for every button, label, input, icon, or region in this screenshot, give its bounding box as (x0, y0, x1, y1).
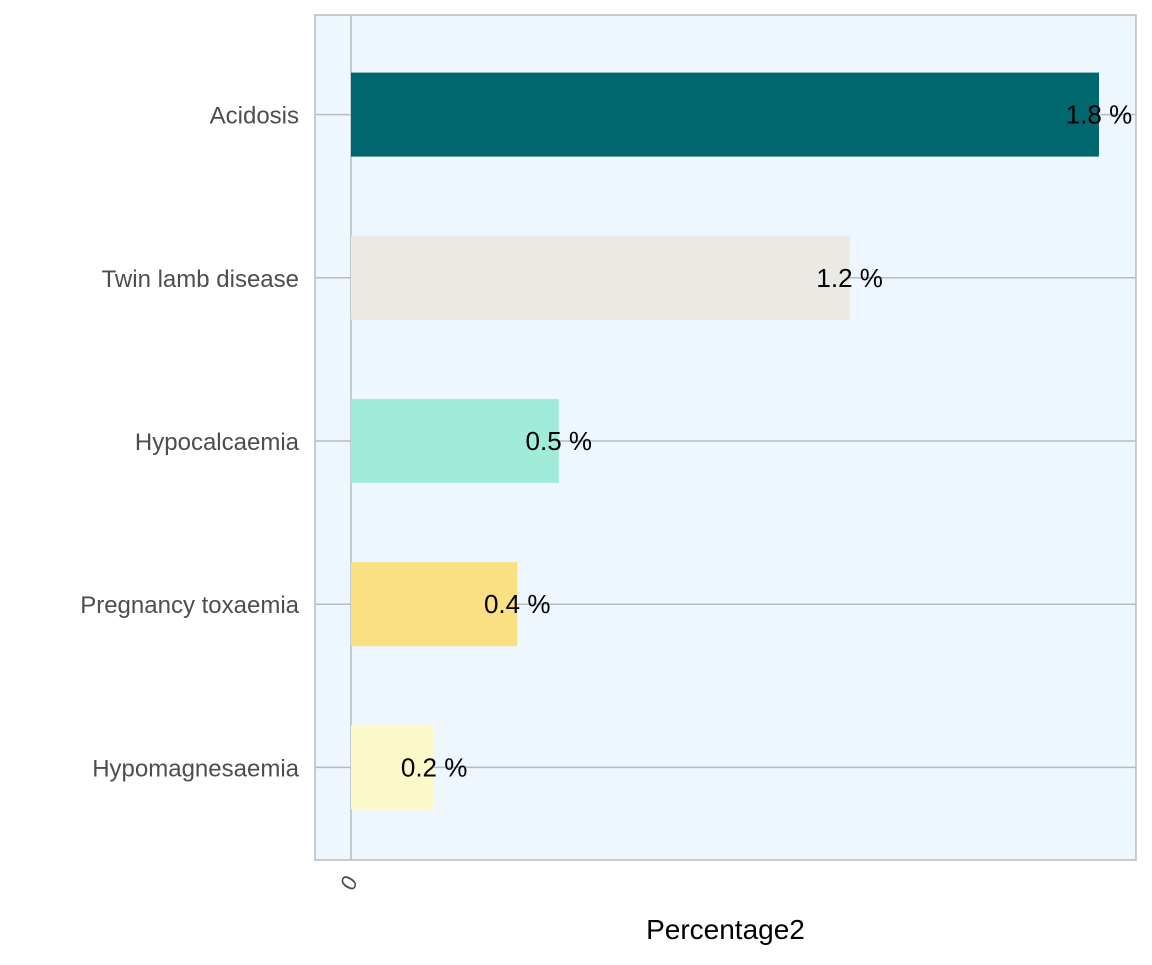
bar (351, 725, 435, 810)
data-label: 0.2 % (401, 752, 468, 782)
category-labels: Acidosis Twin lamb disease Hypocalcaemia Pr… (80, 103, 299, 783)
bar (351, 399, 559, 483)
category-label: Hypocalcaemia (135, 429, 300, 456)
bars (351, 72, 1099, 810)
bar (351, 235, 850, 320)
x-tick-label: 0 (335, 872, 363, 893)
x-axis-ticks: 0 (335, 872, 363, 893)
bar (351, 562, 518, 647)
x-axis-title: Percentage2 (646, 914, 805, 945)
data-label: 0.4 % (484, 589, 551, 619)
category-label: Hypomagnesaemia (92, 755, 299, 782)
category-label: Twin lamb disease (102, 266, 299, 293)
plot-border (314, 14, 1137, 861)
data-label: 0.5 % (526, 426, 593, 456)
bar (351, 72, 1099, 157)
category-label: Acidosis (210, 103, 299, 130)
category-label: Pregnancy toxaemia (80, 592, 299, 619)
data-label: 1.8 % (1066, 100, 1133, 130)
data-labels: 1.8 % 1.2 % 0.5 % 0.4 % 0.2 % (401, 100, 1132, 783)
data-label: 1.2 % (816, 263, 883, 293)
